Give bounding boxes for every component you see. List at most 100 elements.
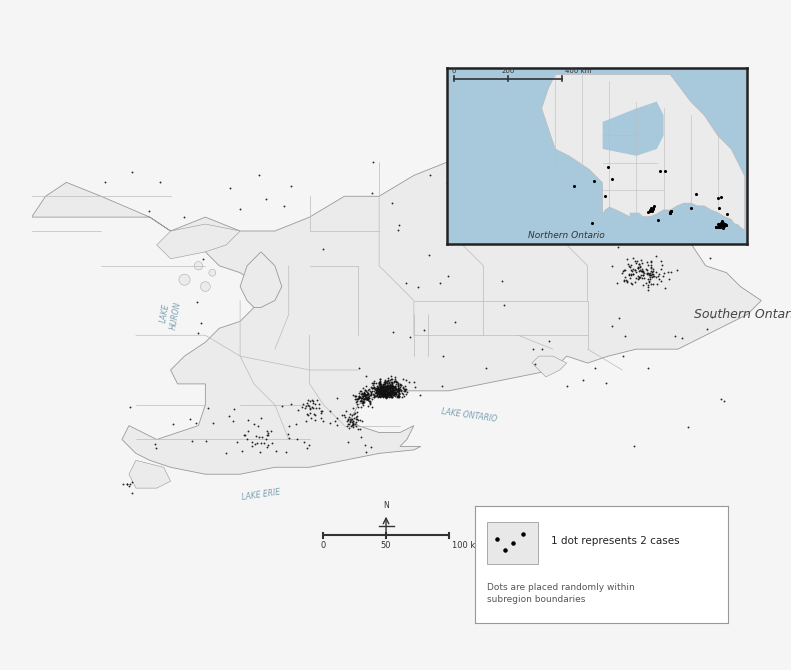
Point [220, 448, 233, 458]
Point [638, 273, 650, 284]
Point [99, 177, 112, 188]
Point [384, 382, 397, 393]
Point [285, 399, 297, 409]
Point [645, 279, 657, 289]
Point [381, 373, 394, 383]
Point [374, 379, 387, 390]
Point [676, 210, 688, 220]
Point [357, 391, 369, 401]
Point [358, 388, 371, 399]
Point [227, 404, 240, 415]
Point [351, 395, 364, 406]
Point [378, 379, 391, 390]
Point [365, 442, 377, 452]
Point [380, 389, 393, 399]
Point [301, 410, 314, 421]
Point [386, 386, 399, 397]
Point [636, 266, 649, 277]
Point [713, 220, 726, 231]
Point [362, 393, 375, 403]
Point [647, 200, 660, 211]
Point [384, 391, 397, 401]
Point [386, 377, 399, 387]
Point [387, 383, 399, 393]
Point [365, 401, 378, 412]
Point [372, 387, 384, 397]
Point [646, 205, 659, 216]
Point [647, 270, 660, 281]
Point [713, 219, 725, 230]
Point [356, 392, 369, 403]
Point [350, 393, 363, 404]
Point [387, 389, 399, 399]
Point [362, 383, 375, 394]
Point [629, 265, 642, 275]
Point [365, 393, 378, 404]
Point [305, 413, 317, 423]
Point [392, 390, 404, 401]
Point [377, 384, 389, 395]
Point [388, 376, 401, 387]
Point [377, 387, 390, 397]
Point [377, 382, 389, 393]
Point [373, 388, 385, 399]
Point [191, 328, 204, 339]
Point [377, 391, 389, 401]
Point [347, 422, 360, 433]
Point [362, 389, 375, 399]
Point [528, 358, 541, 369]
Point [384, 383, 397, 393]
Point [714, 220, 727, 230]
Point [377, 381, 390, 391]
Point [301, 443, 313, 454]
Point [380, 385, 392, 395]
Point [390, 377, 403, 387]
Point [386, 387, 399, 398]
Point [373, 378, 385, 389]
Point [399, 384, 412, 395]
Point [361, 393, 373, 403]
Point [301, 397, 313, 408]
Point [392, 391, 405, 401]
Point [364, 386, 377, 397]
Point [376, 391, 388, 401]
Point [350, 391, 362, 401]
Point [386, 386, 399, 397]
Point [365, 390, 378, 401]
Point [376, 389, 388, 400]
Point [252, 432, 265, 443]
Text: N: N [383, 501, 389, 511]
Point [360, 371, 373, 381]
Point [384, 380, 397, 391]
Point [615, 267, 628, 278]
Point [388, 385, 400, 395]
Point [392, 387, 404, 397]
Point [384, 389, 396, 400]
Point [120, 479, 133, 490]
Point [379, 384, 392, 395]
Point [278, 201, 290, 212]
Point [377, 389, 389, 399]
Point [385, 389, 398, 399]
Point [340, 406, 353, 417]
Point [676, 333, 688, 344]
Point [659, 283, 672, 293]
Point [372, 389, 384, 399]
Point [717, 221, 729, 232]
Point [386, 387, 399, 398]
Point [631, 273, 644, 284]
Bar [487, 523, 538, 564]
Point [423, 250, 436, 261]
Point [202, 402, 215, 413]
Point [367, 389, 380, 400]
Text: 50: 50 [380, 541, 392, 550]
Point [715, 220, 728, 230]
Point [645, 256, 657, 267]
Point [393, 389, 406, 399]
Point [255, 431, 268, 442]
Point [313, 403, 326, 414]
Point [387, 387, 399, 397]
Text: 0: 0 [321, 541, 326, 550]
Point [611, 278, 624, 289]
Point [352, 392, 365, 403]
